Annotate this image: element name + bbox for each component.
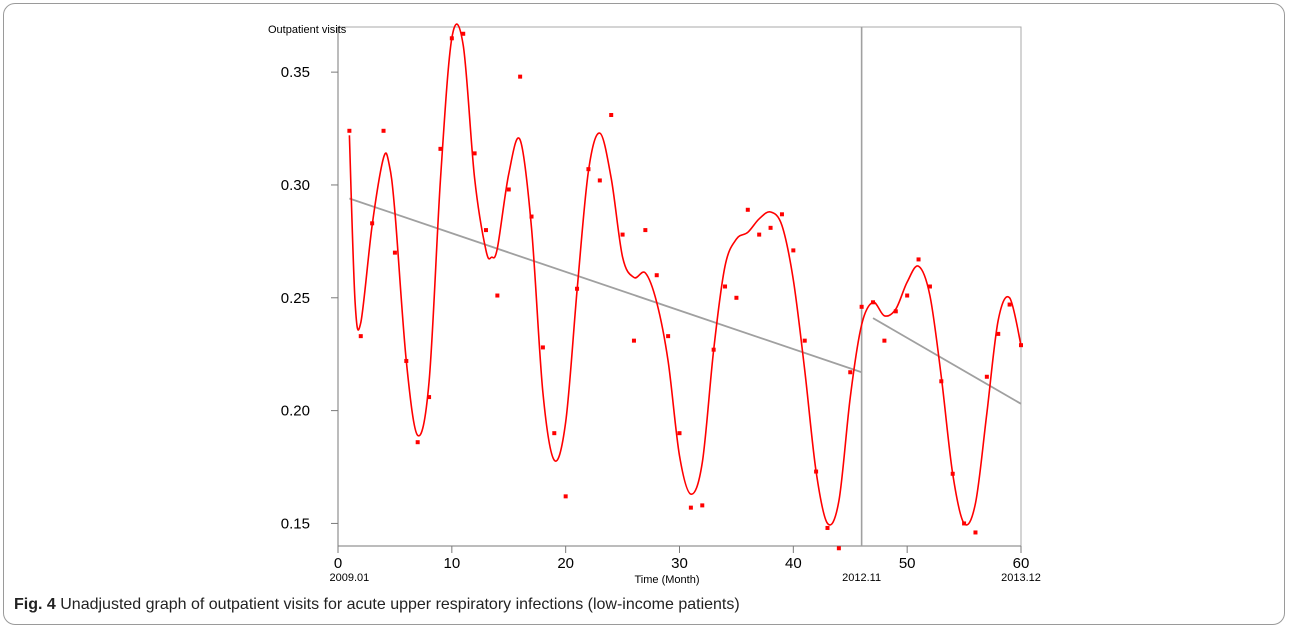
data-point [927, 284, 932, 289]
y-tick-label: 0.15 [281, 515, 310, 532]
x-tick-label: 50 [899, 555, 916, 572]
data-point [893, 309, 898, 314]
data-point [802, 338, 807, 343]
data-point [643, 228, 648, 233]
data-point [654, 273, 659, 278]
x-axis-title: Time (Month) [635, 574, 700, 586]
y-tick-label: 0.25 [281, 290, 310, 307]
plot-area [337, 26, 1022, 547]
data-point [427, 395, 432, 400]
data-point [700, 503, 705, 508]
x-tick-label: 60 [1013, 555, 1030, 572]
data-point [745, 207, 750, 212]
data-point [871, 300, 876, 305]
data-point [483, 228, 488, 233]
data-point [962, 521, 967, 526]
data-point [768, 225, 773, 230]
data-point [370, 221, 375, 226]
data-point [1019, 343, 1023, 348]
data-point [666, 334, 671, 339]
data-point [381, 128, 386, 133]
x-date-label: 2012.11 [842, 572, 881, 584]
x-tick-label: 0 [334, 555, 342, 572]
smoothed-curve [348, 23, 1022, 526]
data-point [688, 505, 693, 510]
data-point [779, 212, 784, 217]
data-point [677, 431, 682, 436]
data-point [540, 345, 545, 350]
x-date-label: 2009.01 [330, 572, 370, 584]
data-point [814, 469, 819, 474]
data-point [552, 431, 557, 436]
data-point [461, 31, 466, 36]
y-axis-title: Outpatient visits [268, 24, 347, 36]
data-point [563, 494, 568, 499]
data-point [757, 232, 762, 237]
figure-frame [3, 3, 1285, 625]
data-point [905, 293, 910, 298]
data-point [711, 347, 716, 352]
data-point [597, 178, 602, 183]
data-point [996, 331, 1001, 336]
data-point [882, 338, 887, 343]
data-point [734, 295, 739, 300]
data-point [438, 146, 443, 151]
data-point [984, 374, 989, 379]
figure-caption-label: Fig. 4 [14, 596, 56, 613]
data-point [848, 370, 853, 375]
data-point [973, 530, 978, 535]
data-point [1007, 302, 1012, 307]
trend-line [872, 317, 1022, 405]
data-point [836, 546, 841, 551]
data-point [518, 74, 523, 79]
x-tick-label: 30 [671, 555, 688, 572]
y-tick-label: 0.20 [281, 403, 310, 420]
data-point [723, 284, 728, 289]
data-point [859, 304, 864, 309]
x-date-label: 2013.12 [1001, 572, 1041, 584]
data-point [506, 187, 511, 192]
data-point [791, 248, 796, 253]
x-tick-label: 10 [443, 555, 460, 572]
figure-caption: Fig. 4 Unadjusted graph of outpatient vi… [14, 596, 740, 614]
data-point [950, 471, 955, 476]
data-point [472, 151, 477, 156]
data-point [404, 358, 409, 363]
data-point [620, 232, 625, 237]
data-point [392, 250, 397, 255]
x-tick-label: 40 [785, 555, 802, 572]
x-tick-label: 20 [557, 555, 574, 572]
y-tick-label: 0.35 [281, 64, 310, 81]
y-tick-label: 0.30 [281, 177, 310, 194]
trend-line [349, 197, 862, 374]
data-point [916, 257, 921, 262]
data-point [825, 525, 830, 530]
data-point [529, 214, 534, 219]
data-point [631, 338, 636, 343]
data-point [347, 128, 352, 133]
data-point [586, 167, 591, 172]
data-point [939, 379, 944, 384]
figure-caption-text: Unadjusted graph of outpatient visits fo… [60, 596, 740, 613]
data-point [358, 334, 363, 339]
data-point [575, 286, 580, 291]
data-point [609, 113, 614, 118]
data-point [495, 293, 500, 298]
data-point [449, 36, 454, 41]
data-point [415, 440, 420, 445]
